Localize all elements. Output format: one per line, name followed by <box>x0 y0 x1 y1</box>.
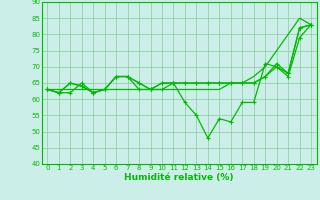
X-axis label: Humidité relative (%): Humidité relative (%) <box>124 173 234 182</box>
